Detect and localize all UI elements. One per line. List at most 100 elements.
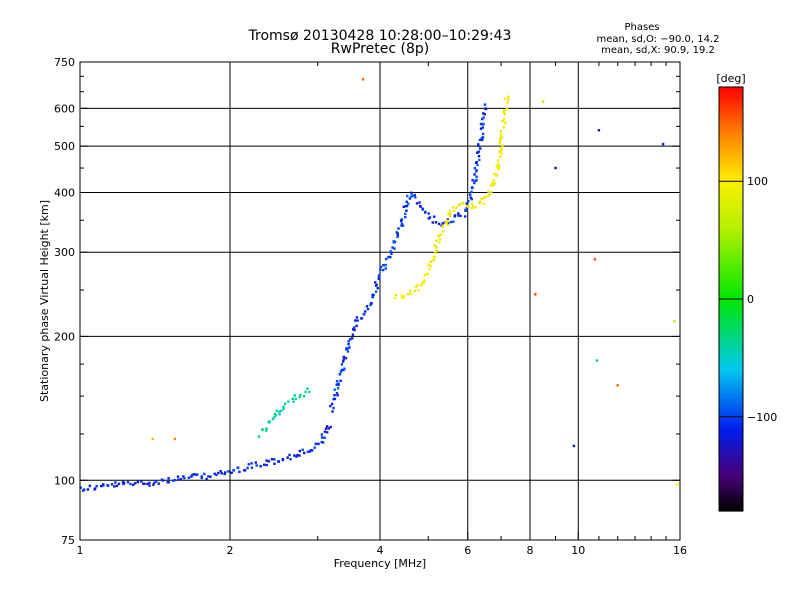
colorbar-band bbox=[719, 440, 743, 445]
trace-point bbox=[470, 186, 474, 189]
trace-point bbox=[475, 175, 478, 178]
trace-point bbox=[273, 416, 276, 419]
trace-point bbox=[475, 170, 478, 173]
trace-point bbox=[435, 249, 438, 252]
trace-point bbox=[393, 297, 397, 300]
trace-point bbox=[429, 264, 432, 268]
trace-point bbox=[340, 363, 344, 366]
colorbar-band bbox=[719, 253, 743, 258]
colorbar-band bbox=[719, 157, 743, 162]
colorbar-band bbox=[719, 348, 743, 353]
trace-point bbox=[230, 471, 233, 474]
trace-point bbox=[345, 347, 348, 350]
trace-point bbox=[481, 132, 485, 136]
trace-point bbox=[493, 172, 496, 176]
colorbar-band bbox=[719, 90, 743, 95]
trace-point bbox=[209, 475, 212, 478]
colorbar-band bbox=[719, 164, 743, 169]
trace-point bbox=[481, 138, 484, 142]
trace-point bbox=[470, 202, 474, 206]
trace-point bbox=[339, 379, 342, 382]
trace-point bbox=[489, 184, 493, 187]
trace-point bbox=[265, 429, 268, 432]
colorbar-band bbox=[719, 94, 743, 99]
trace-point bbox=[408, 197, 412, 200]
trace-point bbox=[254, 461, 257, 464]
trace-point bbox=[265, 463, 268, 467]
trace-point bbox=[183, 476, 186, 480]
trace-point bbox=[311, 449, 314, 452]
colorbar-band bbox=[719, 401, 743, 406]
trace-point bbox=[441, 222, 444, 225]
trace-point bbox=[507, 98, 510, 101]
colorbar-band bbox=[719, 503, 743, 509]
colorbar-band bbox=[719, 380, 743, 385]
trace-point bbox=[498, 150, 501, 154]
trace-point bbox=[304, 390, 307, 394]
colorbar-band bbox=[719, 200, 743, 205]
trace-point bbox=[497, 167, 501, 170]
trace-point bbox=[482, 197, 485, 200]
trace-point bbox=[282, 405, 285, 408]
trace-point bbox=[435, 245, 438, 249]
trace-point bbox=[291, 397, 294, 400]
trace-point bbox=[273, 462, 276, 465]
trace-point bbox=[447, 222, 450, 225]
stray-point bbox=[673, 320, 676, 323]
trace-point bbox=[448, 212, 452, 216]
trace-point bbox=[501, 119, 504, 123]
trace-point bbox=[342, 368, 345, 372]
colorbar-band bbox=[719, 104, 743, 109]
trace-point bbox=[403, 295, 406, 298]
trace-point bbox=[400, 296, 404, 299]
trace-point bbox=[405, 200, 408, 203]
trace-point bbox=[384, 263, 387, 267]
colorbar-band bbox=[719, 242, 743, 247]
colorbar-band bbox=[719, 450, 743, 456]
info-line-x: mean, sd,X: 90.9, 19.2 bbox=[601, 45, 715, 56]
trace-point bbox=[308, 390, 311, 394]
trace-point bbox=[418, 201, 421, 204]
trace-point bbox=[470, 190, 473, 193]
trace-point bbox=[267, 460, 270, 463]
colorbar-band bbox=[719, 472, 743, 477]
trace-point bbox=[293, 394, 296, 397]
trace-point bbox=[213, 472, 216, 475]
colorbar-band bbox=[719, 171, 743, 176]
trace-point bbox=[419, 205, 422, 208]
colorbar-band bbox=[719, 284, 743, 289]
trace-point bbox=[160, 478, 164, 481]
trace-point bbox=[263, 463, 266, 466]
trace-point bbox=[298, 395, 301, 399]
colorbar-band bbox=[719, 168, 743, 173]
info-line-o: mean, sd,O: −90.0, 14.2 bbox=[597, 34, 720, 45]
trace-point bbox=[379, 268, 382, 271]
trace-point bbox=[500, 152, 503, 155]
trace-point bbox=[414, 196, 417, 199]
trace-point bbox=[177, 478, 180, 481]
trace-point bbox=[353, 328, 356, 332]
trace-point bbox=[371, 296, 374, 299]
colorbar-band bbox=[719, 193, 743, 198]
trace-point bbox=[477, 150, 480, 153]
trace-point bbox=[396, 233, 399, 237]
trace-point bbox=[323, 436, 326, 439]
colorbar-band bbox=[719, 87, 743, 92]
trace-point bbox=[455, 206, 458, 209]
trace-point bbox=[343, 367, 346, 370]
trace-point bbox=[498, 164, 501, 168]
trace-point bbox=[200, 475, 203, 478]
trace-point bbox=[255, 464, 258, 467]
trace-point bbox=[434, 221, 438, 224]
stray-point bbox=[595, 359, 599, 362]
trace-point bbox=[126, 481, 130, 484]
trace-point bbox=[122, 481, 126, 484]
trace-point bbox=[482, 202, 485, 205]
colorbar: 100 0 −100 bbox=[718, 86, 777, 512]
colorbar-band bbox=[719, 182, 743, 187]
trace-point bbox=[271, 417, 275, 421]
trace-point bbox=[474, 161, 478, 164]
colorbar-band bbox=[719, 447, 743, 452]
colorbar-band bbox=[719, 161, 743, 166]
stray-point bbox=[534, 293, 537, 296]
